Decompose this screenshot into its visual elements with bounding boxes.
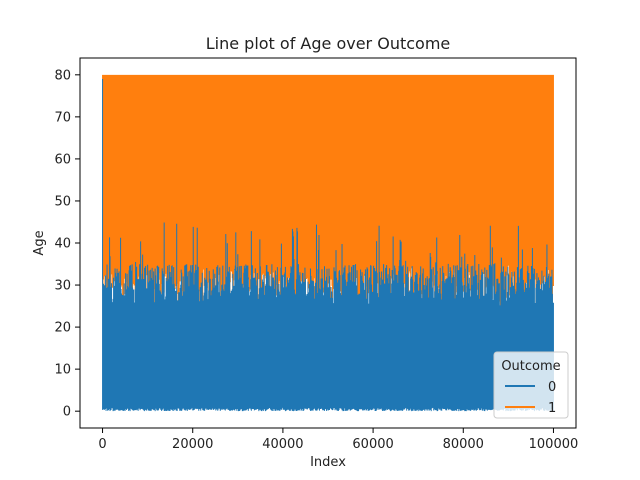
series-0-path	[102, 79, 554, 412]
legend-label-1: 1	[548, 401, 556, 416]
y-tick-label: 30	[54, 279, 71, 294]
series-0-line	[102, 79, 554, 412]
y-tick-label: 80	[54, 68, 71, 83]
x-tick-label: 40000	[262, 437, 303, 452]
legend-title: Outcome	[501, 359, 560, 374]
legend-label-0: 0	[548, 380, 556, 395]
x-tick-label: 80000	[443, 437, 484, 452]
y-tick-label: 60	[54, 152, 71, 167]
y-tick-label: 50	[54, 194, 71, 209]
y-tick-label: 10	[54, 363, 71, 378]
y-tick-label: 40	[54, 237, 71, 252]
plot-area	[102, 74, 554, 412]
chart-title: Line plot of Age over Outcome	[206, 34, 451, 53]
x-axis-title: Index	[310, 455, 346, 470]
x-tick-label: 20000	[172, 437, 213, 452]
y-tick-label: 20	[54, 321, 71, 336]
x-tick-label: 0	[98, 437, 106, 452]
y-tick-label: 70	[54, 110, 71, 125]
y-axis-title: Age	[32, 230, 47, 255]
legend[interactable]: Outcome 0 1	[493, 351, 569, 419]
y-tick-label: 0	[63, 405, 71, 420]
x-tick-label: 100000	[529, 437, 579, 452]
x-axis: 0 20000 40000 60000 80000 100000	[98, 428, 578, 452]
y-axis: 0 10 20 30 40 50 60 70 80	[54, 68, 80, 420]
x-tick-label: 60000	[352, 437, 393, 452]
